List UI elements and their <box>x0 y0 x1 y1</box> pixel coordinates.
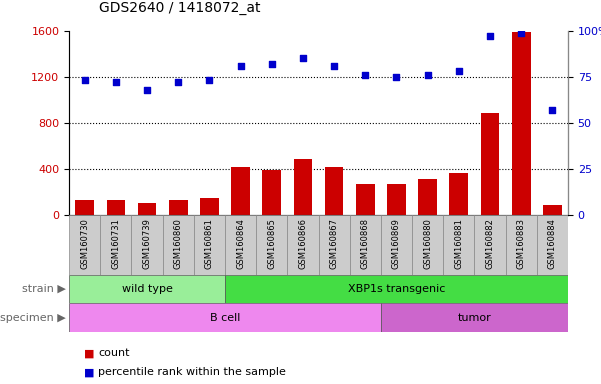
Point <box>392 74 401 80</box>
Point <box>204 78 214 84</box>
Bar <box>412 215 443 275</box>
Text: GSM160867: GSM160867 <box>329 218 338 269</box>
Point <box>454 68 463 74</box>
Text: GSM160731: GSM160731 <box>111 218 120 269</box>
Bar <box>138 203 156 215</box>
Bar <box>225 275 568 303</box>
Bar <box>263 170 281 215</box>
Bar <box>505 215 537 275</box>
Point <box>516 30 526 36</box>
Bar <box>231 167 250 215</box>
Text: specimen ▶: specimen ▶ <box>1 313 66 323</box>
Bar <box>418 179 437 215</box>
Bar <box>387 184 406 215</box>
Text: GSM160883: GSM160883 <box>517 218 526 269</box>
Text: XBP1s transgenic: XBP1s transgenic <box>348 284 445 294</box>
Point <box>174 79 183 85</box>
Bar <box>75 200 94 215</box>
Text: GSM160882: GSM160882 <box>486 218 495 269</box>
Text: ■: ■ <box>84 348 94 358</box>
Bar <box>474 215 505 275</box>
Bar <box>100 215 132 275</box>
Point <box>142 87 152 93</box>
Text: strain ▶: strain ▶ <box>22 284 66 294</box>
Text: GSM160869: GSM160869 <box>392 218 401 269</box>
Text: GSM160730: GSM160730 <box>80 218 89 269</box>
Bar <box>194 215 225 275</box>
Text: GSM160880: GSM160880 <box>423 218 432 269</box>
Bar <box>381 215 412 275</box>
Text: GSM160865: GSM160865 <box>267 218 276 269</box>
Text: GSM160881: GSM160881 <box>454 218 463 269</box>
Bar <box>256 215 287 275</box>
Bar <box>356 184 374 215</box>
Bar <box>512 32 531 215</box>
Point <box>111 79 121 85</box>
Text: percentile rank within the sample: percentile rank within the sample <box>98 367 286 377</box>
Point <box>80 78 90 84</box>
Text: GSM160866: GSM160866 <box>299 218 308 269</box>
Text: GSM160739: GSM160739 <box>142 218 151 269</box>
Bar <box>200 198 219 215</box>
Bar <box>132 215 163 275</box>
Bar <box>543 205 562 215</box>
Text: GSM160884: GSM160884 <box>548 218 557 269</box>
Point <box>361 72 370 78</box>
Bar <box>225 215 256 275</box>
Point <box>267 61 276 67</box>
Bar <box>443 215 474 275</box>
Bar <box>381 303 568 332</box>
Bar <box>69 275 225 303</box>
Bar <box>481 113 499 215</box>
Point <box>423 72 433 78</box>
Text: wild type: wild type <box>121 284 172 294</box>
Text: GDS2640 / 1418072_at: GDS2640 / 1418072_at <box>99 2 261 15</box>
Bar <box>325 167 344 215</box>
Bar <box>319 215 350 275</box>
Text: tumor: tumor <box>457 313 491 323</box>
Point <box>236 63 245 69</box>
Bar <box>69 303 381 332</box>
Bar <box>450 173 468 215</box>
Text: GSM160864: GSM160864 <box>236 218 245 269</box>
Bar <box>287 215 319 275</box>
Bar <box>350 215 381 275</box>
Bar <box>293 159 313 215</box>
Text: B cell: B cell <box>210 313 240 323</box>
Point <box>298 55 308 61</box>
Point <box>485 33 495 39</box>
Bar <box>163 215 194 275</box>
Bar <box>69 215 100 275</box>
Bar <box>106 200 125 215</box>
Text: GSM160861: GSM160861 <box>205 218 214 269</box>
Point <box>329 63 339 69</box>
Bar <box>537 215 568 275</box>
Bar <box>169 200 188 215</box>
Text: GSM160868: GSM160868 <box>361 218 370 269</box>
Text: count: count <box>98 348 129 358</box>
Text: ■: ■ <box>84 367 94 377</box>
Point <box>548 107 557 113</box>
Text: GSM160860: GSM160860 <box>174 218 183 269</box>
